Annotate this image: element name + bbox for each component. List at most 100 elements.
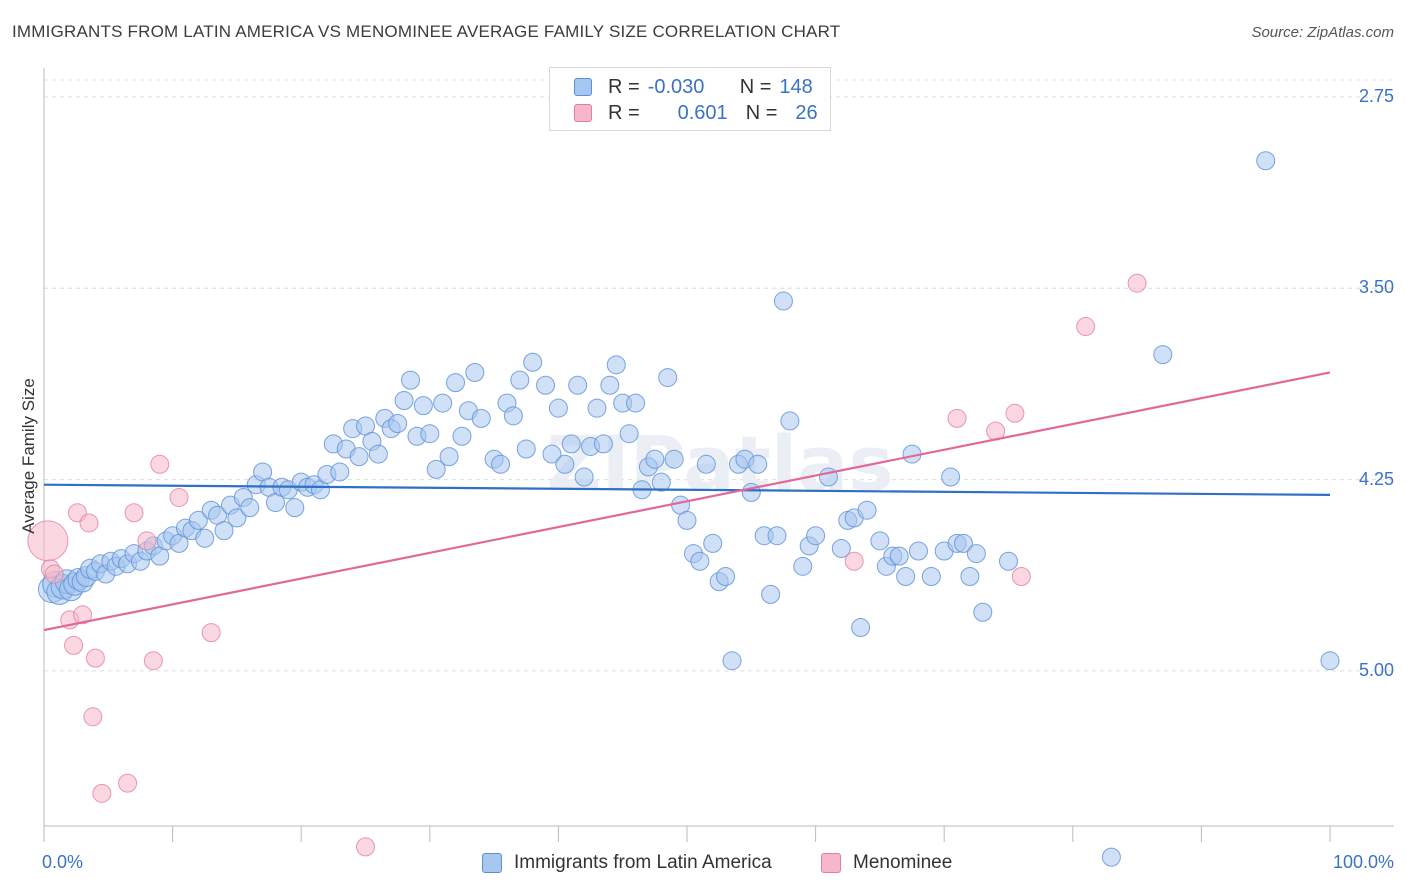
data-point xyxy=(844,551,864,571)
trend-line xyxy=(43,483,1331,497)
data-point xyxy=(1076,317,1096,337)
r-label: R = xyxy=(608,75,640,98)
data-point xyxy=(394,391,414,411)
data-point xyxy=(761,584,781,604)
chart-source: Source: ZipAtlas.com xyxy=(1251,24,1394,41)
legend-item-menominee: Menominee xyxy=(821,852,952,874)
data-point xyxy=(999,551,1018,571)
data-point xyxy=(645,449,665,469)
y-tick-label: 4.25 xyxy=(1358,468,1394,489)
data-point xyxy=(510,370,530,390)
data-point xyxy=(73,605,93,625)
data-point xyxy=(44,564,64,584)
data-point xyxy=(831,538,851,558)
data-point xyxy=(722,651,742,671)
data-point xyxy=(83,707,103,727)
stats-row-latin-america: R = -0.030 N = 148 xyxy=(574,74,813,100)
data-point xyxy=(960,567,980,587)
data-point xyxy=(349,447,369,467)
data-point xyxy=(195,528,215,548)
data-point xyxy=(677,510,697,530)
data-point xyxy=(870,531,890,551)
data-point xyxy=(92,783,112,803)
data-point xyxy=(896,567,916,587)
stats-row-menominee: R = 0.601 N = 26 xyxy=(574,100,818,126)
data-point xyxy=(413,396,433,416)
data-point xyxy=(401,370,421,390)
data-point xyxy=(857,500,877,520)
data-point xyxy=(433,393,453,413)
legend-item-latin-america: Immigrants from Latin America xyxy=(482,852,772,874)
data-point xyxy=(491,454,511,474)
data-point xyxy=(780,411,800,431)
data-point xyxy=(85,648,105,668)
x-max-label: 100.0% xyxy=(1332,852,1394,872)
data-point xyxy=(542,444,562,464)
data-point xyxy=(600,375,620,395)
data-point xyxy=(1011,567,1031,587)
data-point xyxy=(664,449,684,469)
data-point xyxy=(966,544,986,564)
data-point xyxy=(227,508,247,528)
series-menominee xyxy=(27,273,1147,857)
data-point xyxy=(703,533,723,553)
stats-legend: R = -0.030 N = 148 R = 0.601 N = 26 xyxy=(549,67,831,131)
data-point xyxy=(452,426,472,446)
data-point xyxy=(1005,403,1025,423)
legend-swatch-latin-america xyxy=(482,853,502,873)
n-value: 148 xyxy=(779,75,813,98)
data-point xyxy=(356,837,375,857)
data-point xyxy=(536,375,556,395)
data-point xyxy=(446,373,466,393)
data-point xyxy=(1153,345,1173,365)
legend-label-latin-america: Immigrants from Latin America xyxy=(514,852,772,873)
y-tick-label: 2.75 xyxy=(1358,86,1394,106)
data-point xyxy=(137,531,157,551)
chart-title: IMMIGRANTS FROM LATIN AMERICA VS MENOMIN… xyxy=(12,22,841,41)
trend-line xyxy=(43,371,1331,632)
data-point xyxy=(696,454,716,474)
data-point xyxy=(806,526,826,546)
data-point xyxy=(420,424,440,444)
data-point xyxy=(851,618,871,638)
data-point xyxy=(285,498,305,518)
y-axis-title: Average Family Size xyxy=(19,378,38,534)
data-point xyxy=(503,406,523,426)
data-point xyxy=(439,447,459,467)
data-point xyxy=(767,526,787,546)
data-point xyxy=(169,487,189,507)
swatch-menominee xyxy=(574,104,592,122)
data-point xyxy=(465,362,485,382)
data-point xyxy=(748,454,768,474)
data-point xyxy=(941,467,961,487)
n-value: 26 xyxy=(795,101,818,124)
y-tick-label: 3.50 xyxy=(1358,277,1394,298)
data-point xyxy=(555,454,575,474)
data-point xyxy=(651,472,671,492)
data-point xyxy=(953,533,973,553)
data-point xyxy=(626,393,646,413)
y-tick-label: 5.00 xyxy=(1358,659,1394,680)
data-point xyxy=(690,551,710,571)
data-point xyxy=(716,567,736,587)
swatch-latin-america xyxy=(574,78,592,96)
data-point xyxy=(1320,651,1340,671)
data-point xyxy=(240,498,260,518)
r-label: R = xyxy=(608,101,640,124)
data-point xyxy=(593,434,613,454)
data-point xyxy=(921,567,941,587)
data-point xyxy=(118,773,138,793)
data-point xyxy=(658,368,678,388)
data-point xyxy=(606,355,626,375)
data-point xyxy=(150,454,170,474)
data-point xyxy=(188,510,208,530)
data-point xyxy=(79,513,99,533)
n-label: N = xyxy=(739,75,772,98)
data-point xyxy=(793,556,813,576)
data-point xyxy=(471,408,491,428)
r-value: -0.030 xyxy=(647,75,705,98)
axes xyxy=(43,68,1394,842)
data-point xyxy=(947,408,967,428)
data-point xyxy=(426,459,446,479)
